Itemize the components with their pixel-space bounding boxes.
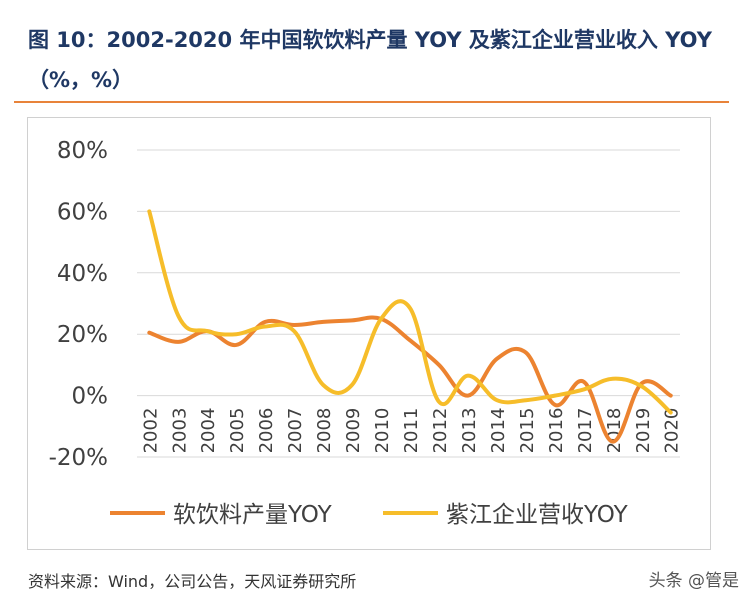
- x-tick-label: 2019: [633, 408, 654, 454]
- y-tick-label: 80%: [57, 138, 108, 164]
- x-tick-label: 2017: [575, 408, 596, 454]
- chart-title: 图 10：2002-2020 年中国软饮料产量 YOY 及紫江企业营业收入 YO…: [28, 28, 712, 92]
- x-tick-label: 2013: [459, 408, 480, 454]
- x-tick-label: 2014: [488, 408, 509, 454]
- legend-label-1: 软饮料产量YOY: [173, 502, 333, 528]
- x-tick-label: 2007: [285, 408, 306, 454]
- chart-panel: -20% 0% 20% 40% 60% 80% 2002 2003 2004 2005 2006 20…: [27, 117, 711, 550]
- x-tick-label: 2005: [227, 408, 248, 454]
- y-tick-label: 40%: [57, 261, 108, 287]
- line-chart: -20% 0% 20% 40% 60% 80% 2002 2003 2004 2005 2006 20…: [49, 138, 683, 528]
- x-tick-label: 2015: [517, 408, 538, 454]
- y-tick-label: 60%: [57, 199, 108, 225]
- source-note: 资料来源：Wind，公司公告，天风证券研究所: [28, 572, 357, 591]
- x-tick-label: 2010: [372, 408, 393, 454]
- y-tick-label: 20%: [57, 322, 108, 348]
- x-tick-label: 2004: [198, 408, 219, 454]
- x-tick-label: 2006: [256, 408, 277, 454]
- y-tick-label: -20%: [49, 445, 108, 471]
- series-line-1: [147, 315, 673, 444]
- x-tick-label: 2016: [546, 408, 567, 454]
- x-tick-label: 2012: [430, 408, 451, 454]
- x-tick-label: 2002: [140, 408, 161, 454]
- y-tick-label: 0%: [72, 384, 109, 410]
- x-tick-label: 2009: [343, 408, 364, 454]
- series-line-2: [147, 209, 673, 415]
- x-tick-label: 2020: [662, 408, 683, 454]
- title-divider: [14, 101, 729, 103]
- x-tick-label: 2003: [169, 408, 190, 454]
- legend-label-2: 紫江企业营收YOY: [446, 502, 629, 528]
- x-tick-label: 2011: [401, 408, 422, 454]
- x-tick-label: 2008: [314, 408, 335, 454]
- watermark-text: 头条 @管是: [648, 571, 739, 591]
